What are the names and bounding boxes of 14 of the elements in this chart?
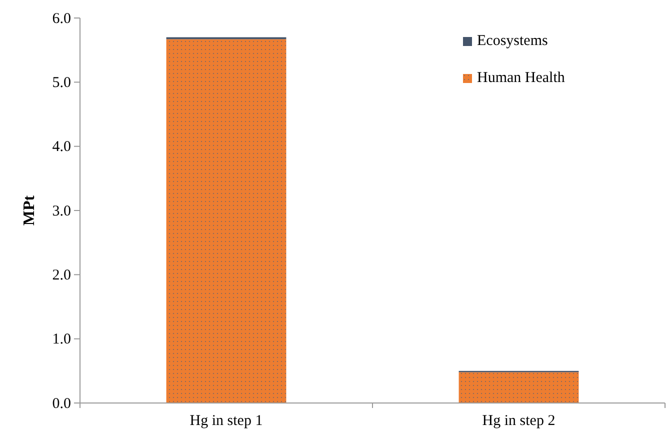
y-tick-label: 6.0 [52, 10, 71, 27]
y-tick-label: 0.0 [52, 396, 71, 412]
legend-label: Ecosystems [477, 33, 548, 49]
y-tick-label: 5.0 [52, 74, 71, 91]
y-tick-label: 4.0 [52, 139, 71, 156]
y-tick-label: 2.0 [52, 267, 71, 284]
y-tick-label: 1.0 [52, 332, 71, 348]
y-axis-title: MPt [21, 194, 38, 226]
y-tick-label: 3.0 [52, 203, 71, 220]
x-tick-label: Hg in step 1 [190, 413, 263, 429]
bar [166, 39, 286, 403]
bar [458, 372, 579, 403]
legend-label: Human Health [477, 70, 566, 86]
x-tick-label: Hg in step 2 [482, 413, 556, 429]
